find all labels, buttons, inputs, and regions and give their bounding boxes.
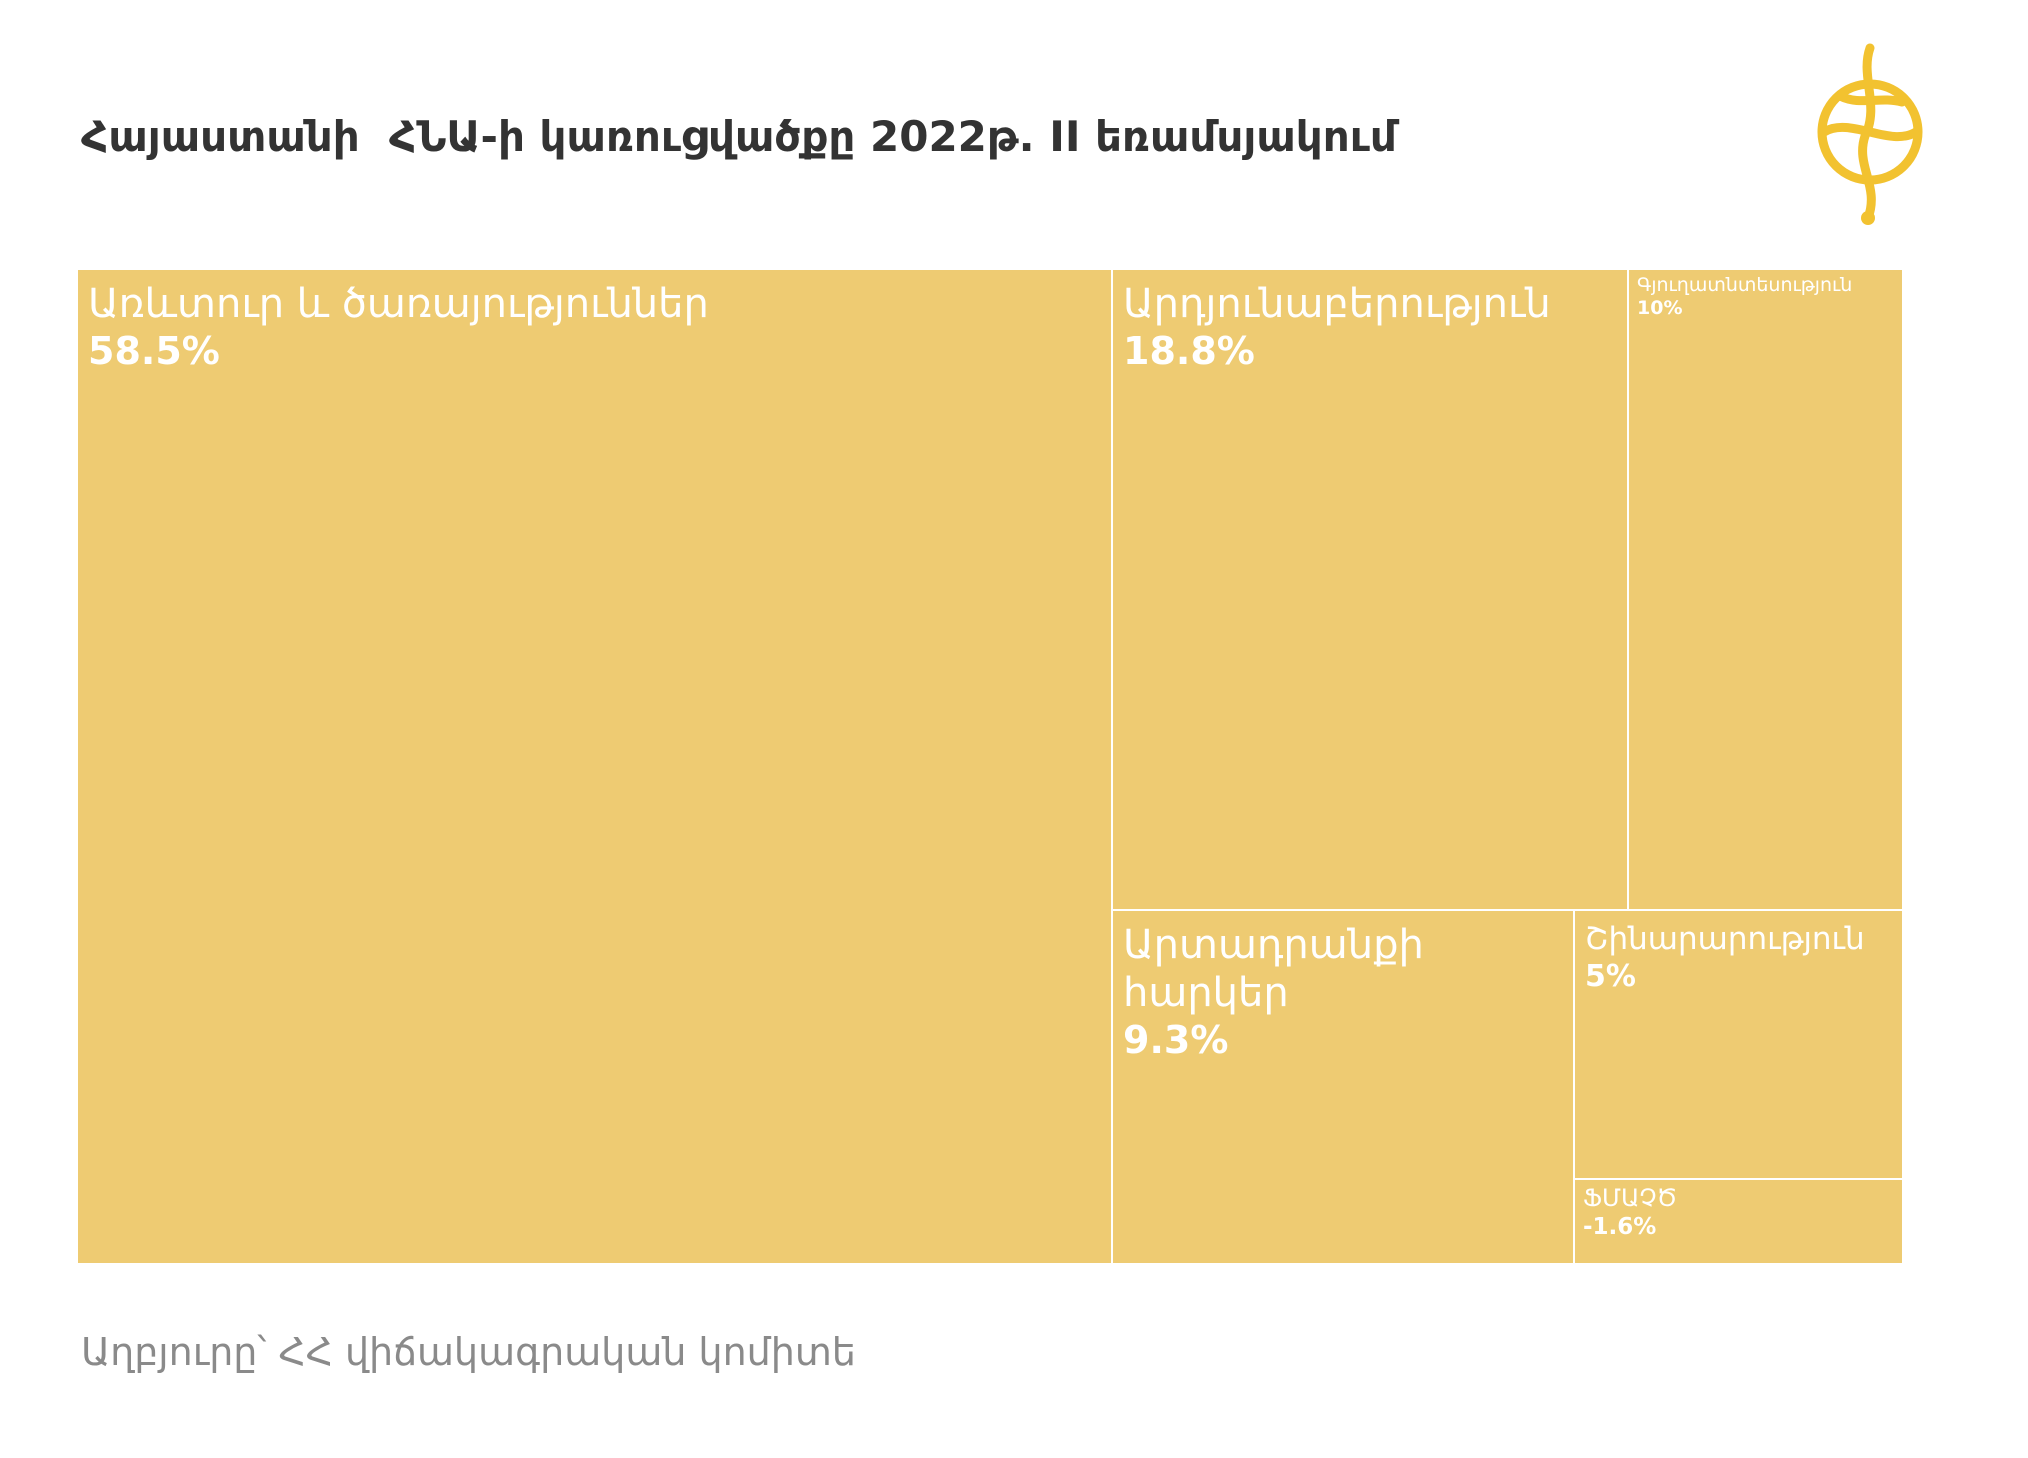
value-label: 18.8% xyxy=(1123,329,1255,373)
treemap-cell: Արտադրանքի հարկեր 9.3% xyxy=(1112,910,1574,1264)
logo xyxy=(1817,43,1923,225)
cell-label: Արդյունաբերություն xyxy=(1123,281,1551,327)
cell-label: Առևտուր և ծառայություններ xyxy=(88,281,709,327)
value-label: -1.6% xyxy=(1583,1213,1657,1240)
chart-title: Հայաստանի ՀՆԱ-ի կառուցվածքը 2022թ. II եռ… xyxy=(81,112,1397,161)
value-label: 10% xyxy=(1637,296,1683,319)
treemap-cell: ՖՄԱՉԾ -1.6% xyxy=(1574,1179,1903,1264)
value-label: 5% xyxy=(1585,959,1636,995)
cell-label: Գյուղատնտեսություն xyxy=(1637,274,1853,296)
treemap-cell: Գյուղատնտեսություն 10% xyxy=(1628,269,1903,910)
cell-label: ՖՄԱՉԾ xyxy=(1583,1184,1678,1212)
treemap-cell: Շինարարություն 5% xyxy=(1574,910,1903,1179)
cell-label: Շինարարություն xyxy=(1585,921,1865,957)
source-note: Աղբյուրը՝ ՀՀ վիճակագրական կոմիտե xyxy=(81,1330,856,1374)
value-label: 9.3% xyxy=(1123,1018,1229,1062)
treemap-cell: Առևտուր և ծառայություններ 58.5% xyxy=(77,269,1112,1264)
treemap: Առևտուր և ծառայություններ 58.5% Արդյունաբե… xyxy=(77,269,1903,1264)
value-label: 58.5% xyxy=(88,329,220,373)
treemap-cell: Արդյունաբերություն 18.8% xyxy=(1112,269,1628,910)
cell-label: Արտադրանքի հարկեր xyxy=(1123,922,1424,1016)
